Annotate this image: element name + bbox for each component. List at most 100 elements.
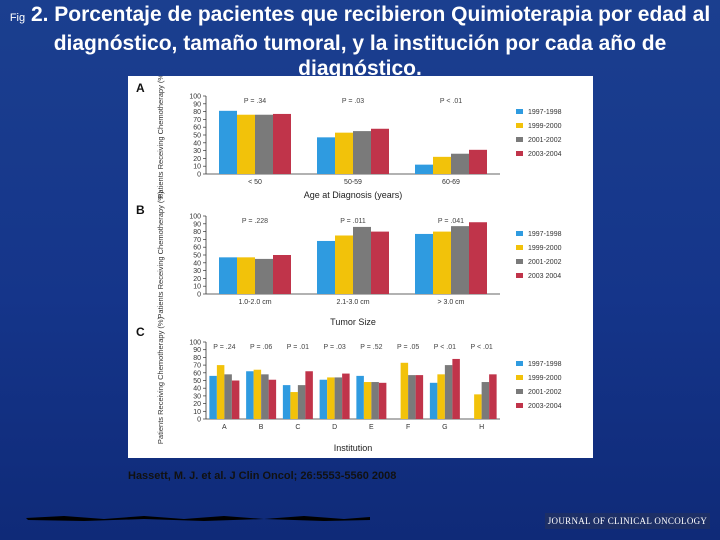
panel-a-label: A xyxy=(136,81,145,95)
panel-c-ytick-label: 60 xyxy=(193,370,201,377)
panel-a-bar xyxy=(353,131,371,174)
title-text: 2. Porcentaje de pacientes que recibiero… xyxy=(30,3,711,80)
panel-c-legend-label: 2003-2004 xyxy=(528,403,562,410)
panel-c-ytick-label: 70 xyxy=(193,363,201,370)
panel-a-legend-label: 1999-2000 xyxy=(528,123,562,130)
panel-c-bar xyxy=(408,375,416,419)
panel-c-ytick-label: 100 xyxy=(189,340,201,347)
panel-c-category-label: G xyxy=(442,424,447,431)
panel-c-bar xyxy=(437,374,445,419)
panel-b-ytick-label: 80 xyxy=(193,229,201,236)
panel-a-ytick-label: 30 xyxy=(193,148,201,155)
panel-c-bar xyxy=(444,365,453,419)
panel-c-bar xyxy=(356,375,364,419)
decorative-scribble xyxy=(26,516,370,521)
panel-a-bar xyxy=(451,153,469,174)
panel-b-legend-label: 2003 2004 xyxy=(528,273,561,280)
panel-a-legend-swatch xyxy=(516,151,523,156)
panel-a-ytick-label: 70 xyxy=(193,117,201,124)
panel-b-ytick-label: 40 xyxy=(193,260,201,267)
panel-c-ytick-label: 90 xyxy=(193,347,201,354)
slide-title: Fig 2. Porcentaje de pacientes que recib… xyxy=(0,2,720,81)
panel-b-bar xyxy=(255,258,273,294)
panel-c-ytick-label: 0 xyxy=(197,417,201,424)
panel-c-bar xyxy=(297,385,306,419)
panel-a-p-value: P = .03 xyxy=(342,98,364,105)
panel-b-ytick-label: 90 xyxy=(193,221,201,228)
panel-c-bar xyxy=(319,379,328,419)
panel-a-bar xyxy=(371,128,389,174)
panel-a-bar xyxy=(255,114,273,174)
panel-c-bar xyxy=(429,382,438,419)
panel-a-bar xyxy=(273,113,291,174)
panel-b-bar xyxy=(469,222,487,294)
panel-c-p-value: P = .24 xyxy=(213,344,235,351)
panel-b-ytick-label: 50 xyxy=(193,253,201,260)
panel-a-bar xyxy=(469,149,487,174)
panel-b-bar xyxy=(433,231,451,294)
panel-c-bar xyxy=(224,374,232,419)
panel-b-ylabel: Patients Receiving Chemotherapy (%) xyxy=(156,191,165,319)
panel-b-xlabel: Tumor Size xyxy=(330,317,376,327)
panel-a-ytick-label: 20 xyxy=(193,156,201,163)
panel-b-legend-swatch xyxy=(516,231,523,236)
panel-b-bar xyxy=(353,226,371,294)
panel-c-bar xyxy=(334,377,343,419)
panel-a-category-label: 50-59 xyxy=(344,179,362,186)
panel-c-category-label: A xyxy=(222,424,227,431)
panel-c-bar xyxy=(253,369,262,419)
panel-a-ytick-label: 40 xyxy=(193,140,201,147)
panel-c-category-label: C xyxy=(295,424,300,431)
panel-b-category-label: > 3.0 cm xyxy=(437,299,464,306)
panel-c-ytick-label: 10 xyxy=(193,409,201,416)
panel-c-p-value: P < .01 xyxy=(470,344,492,351)
panel-c-legend-label: 2001-2002 xyxy=(528,389,562,396)
panel-a-bar xyxy=(219,110,237,174)
panel-c-bar xyxy=(290,392,298,419)
panel-a-legend-label: 2003-2004 xyxy=(528,151,562,158)
panel-a-p-value: P = .34 xyxy=(244,98,266,105)
panel-b-ytick-label: 100 xyxy=(189,214,201,221)
panel-c-category-label: D xyxy=(332,424,337,431)
panel-c-p-value: P = .03 xyxy=(323,344,345,351)
panel-c-bar xyxy=(282,385,291,419)
panel-a-ytick-label: 10 xyxy=(193,164,201,171)
panel-a-ytick-label: 60 xyxy=(193,125,201,132)
panel-b-bar xyxy=(371,231,389,294)
panel-b-category-label: 2.1-3.0 cm xyxy=(336,299,369,306)
panel-a-ytick-label: 100 xyxy=(189,94,201,101)
panel-c-bar xyxy=(246,371,254,419)
panel-b-ytick-label: 20 xyxy=(193,276,201,283)
panel-c-category-label: F xyxy=(406,424,410,431)
panel-c-ytick-label: 50 xyxy=(193,378,201,385)
panel-a-bar xyxy=(237,114,255,174)
panel-c-bar xyxy=(474,394,482,419)
panel-b-legend-swatch xyxy=(516,259,523,264)
panel-b-label: B xyxy=(136,203,145,217)
panel-a-category-label: < 50 xyxy=(248,179,262,186)
journal-banner: JOURNAL OF CLINICAL ONCOLOGY xyxy=(545,513,710,529)
panel-c-p-value: P = .05 xyxy=(397,344,419,351)
panel-c-bar xyxy=(400,362,409,419)
panel-a-legend-swatch xyxy=(516,109,523,114)
panel-a-category-label: 60-69 xyxy=(442,179,460,186)
panel-c-category-label: E xyxy=(369,424,374,431)
panel-a-p-value: P < .01 xyxy=(440,98,462,105)
panel-c-bar xyxy=(452,358,460,419)
panel-a-ytick-label: 90 xyxy=(193,101,201,108)
panel-b-ytick-label: 0 xyxy=(197,292,201,299)
panel-a-bar xyxy=(433,156,451,174)
panel-a-bar xyxy=(415,164,433,174)
panel-b-bar xyxy=(273,255,291,294)
panel-b-legend-label: 1997-1998 xyxy=(528,231,562,238)
panel-b-legend-label: 2001-2002 xyxy=(528,259,562,266)
panel-c-p-value: P = .52 xyxy=(360,344,382,351)
panel-c-legend-swatch xyxy=(516,403,523,408)
panel-c-bar xyxy=(209,375,217,419)
panel-b-bar xyxy=(219,257,237,294)
panel-b-bar xyxy=(415,233,433,294)
panel-c-category-label: H xyxy=(479,424,484,431)
figure-panel: A 0 10 20 30 40 50 60 70 80 90 100 Patients Receivin… xyxy=(128,76,593,458)
panel-b-legend-swatch xyxy=(516,273,523,278)
